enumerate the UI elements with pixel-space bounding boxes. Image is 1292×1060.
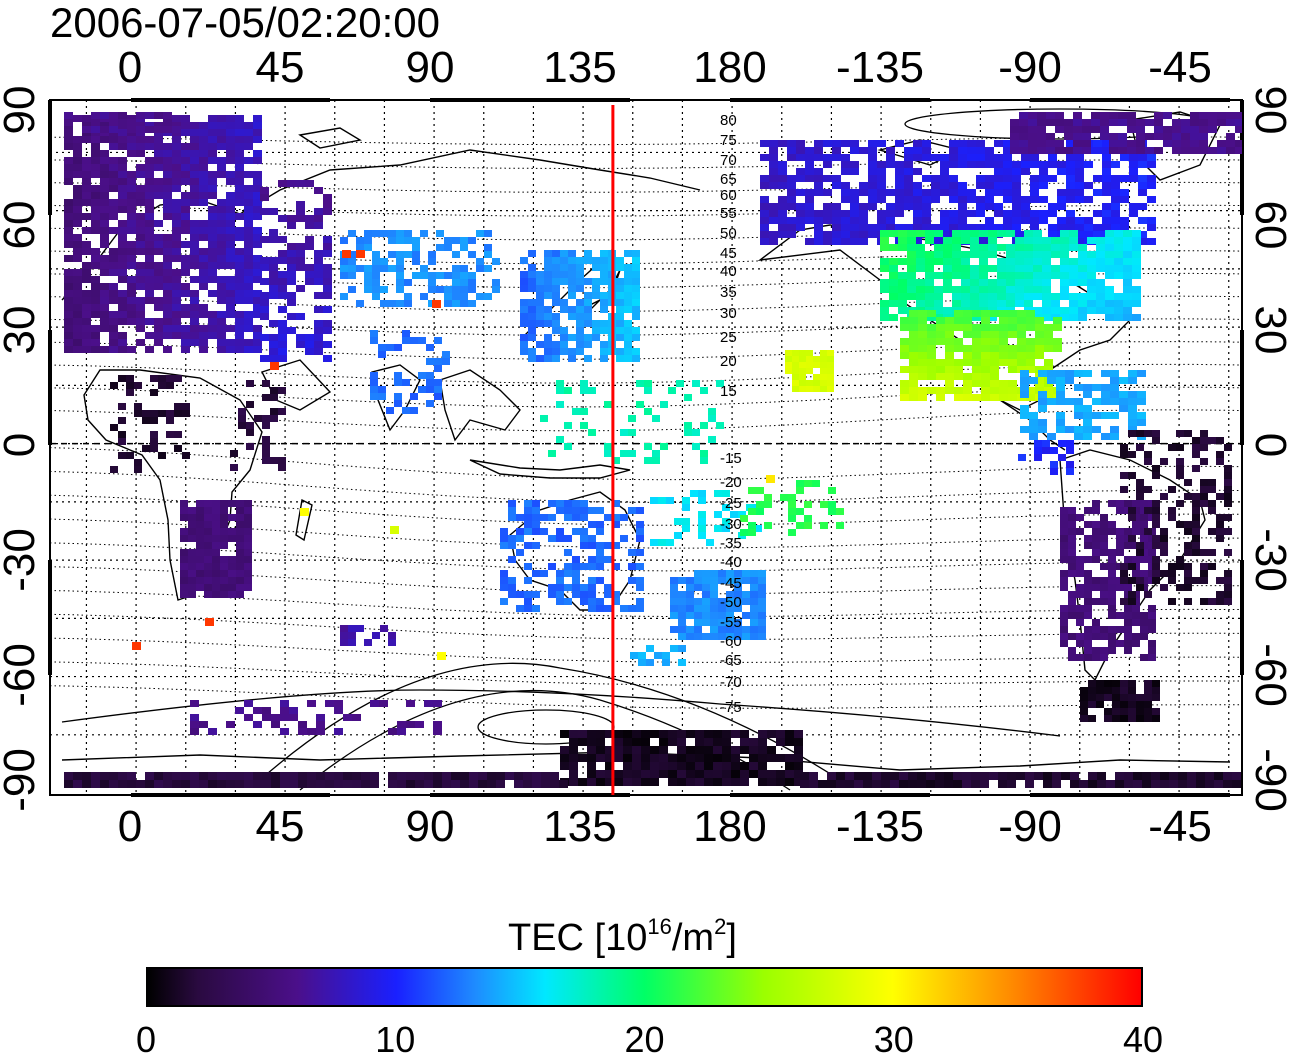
contour-label: 20 [720,353,737,370]
left-lat-tick-label: -30 [0,528,44,592]
contour-label: -35 [720,535,742,552]
right-lat-tick-label: 30 [1246,305,1292,355]
right-lat-tick-label: -90 [1246,748,1292,812]
contour-label: 50 [720,225,737,242]
contour-label: 30 [720,305,737,322]
left-lat-tick-label: -60 [0,643,44,707]
bottom-lon-tick-label: -90 [998,802,1062,851]
contour-label: -45 [720,575,742,592]
tec-colorbar [146,967,1143,1007]
top-lon-tick-label: 90 [405,43,455,92]
contour-label: -75 [720,699,742,716]
frame-ticks [48,98,1244,797]
bottom-lon-tick-label: 0 [117,802,143,851]
colorbar-tick-label: 10 [375,1019,416,1060]
right-lat-tick-label: 60 [1246,200,1292,250]
contour-label: -50 [720,594,742,611]
colorbar-tick-label: 0 [135,1019,157,1060]
bottom-lon-tick-label: -135 [835,802,925,851]
colorbar-label-exponent: 16 [647,914,672,939]
colorbar-label: TEC [10 [508,917,648,959]
contour-label: -30 [720,516,742,533]
colorbar-tick-label: 40 [1122,1019,1164,1060]
right-lat-tick-label: -60 [1246,643,1292,707]
bottom-lon-tick-label: 180 [693,802,767,851]
contour-label: 60 [720,187,737,204]
contour-label: 45 [720,245,737,262]
contour-label: -25 [720,495,742,512]
left-lat-tick-label: 0 [0,385,44,505]
contour-label: 35 [720,284,737,301]
left-lat-tick-label: 60 [0,200,44,250]
colorbar-title: TEC [1016/m2] [508,905,737,960]
top-lon-tick-label: -135 [835,43,925,92]
top-lon-tick-label: -90 [998,43,1062,92]
top-lon-tick-label: 0 [117,43,143,92]
bottom-lon-tick-label: 45 [255,802,305,851]
contour-label: -55 [720,614,742,631]
top-lon-tick-label: -45 [1148,43,1212,92]
top-lon-tick-label: 45 [255,43,305,92]
colorbar-tick-label: 30 [873,1019,914,1060]
contour-label: -15 [720,450,742,467]
left-lat-tick-label: -90 [0,748,44,812]
right-lat-tick-label: -30 [1246,528,1292,592]
contour-label: -70 [720,674,742,691]
left-lat-tick-label: 30 [0,305,44,355]
bottom-lon-tick-label: 90 [405,802,455,851]
colorbar-label-unit: /m [671,917,715,959]
tec-cells [64,112,1242,788]
contour-label: -65 [720,652,742,669]
right-lat-tick-label: 0 [1246,432,1292,458]
contour-label: 55 [720,205,737,222]
bottom-lon-tick-label: 135 [543,802,617,851]
contour-label: 70 [720,152,737,169]
left-lat-tick-label: 90 [0,85,44,135]
bottom-lon-tick-label: -45 [1148,802,1212,851]
contour-label: -40 [720,554,742,571]
colorbar-label-end: ] [726,917,737,959]
contour-label: 40 [720,263,737,280]
contour-label: 80 [720,112,737,129]
top-lon-tick-label: 180 [693,43,767,92]
right-lat-tick-label: 90 [1246,85,1292,135]
colorbar-unit-exponent: 2 [714,914,727,939]
colorbar-tick-label: 20 [624,1019,665,1060]
timestamp-title: 2006-07-05/02:20:00 [50,0,440,46]
contour-label: 75 [720,132,737,149]
contour-label: -20 [720,474,742,491]
contour-label: -60 [720,633,742,650]
contour-label: 25 [720,329,737,346]
contour-label: 65 [720,171,737,188]
contour-label: 15 [720,383,737,400]
top-lon-tick-label: 135 [543,43,617,92]
